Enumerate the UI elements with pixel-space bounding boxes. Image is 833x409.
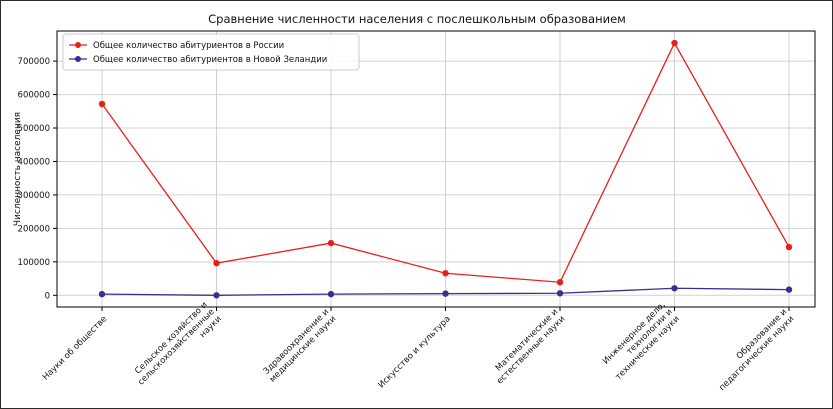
legend-label: Общее количество абитуриентов в России — [93, 41, 284, 51]
y-tick-label: 600000 — [18, 91, 50, 101]
x-tick-label: Искусство и культура — [376, 314, 452, 390]
y-axis-ticks: 0 100000 200000 300000 400000 500000 600000 700… — [18, 57, 57, 301]
data-point — [442, 290, 449, 297]
y-tick-label: 0 — [45, 291, 50, 301]
x-tick-label-line: Искусство и культура — [376, 314, 452, 390]
data-point — [327, 239, 335, 247]
legend-swatch-marker — [75, 56, 81, 62]
y-tick-label: 300000 — [18, 191, 50, 201]
data-point — [671, 39, 678, 47]
data-point — [671, 285, 678, 292]
data-point — [213, 292, 220, 299]
data-point — [327, 290, 335, 298]
plot-area — [56, 30, 816, 308]
y-tick-label: 200000 — [18, 224, 50, 234]
data-point — [785, 243, 793, 251]
x-tick-label: Инженерное дело,технологии итехнические … — [601, 300, 682, 382]
y-axis-label: Численность населения — [13, 112, 23, 226]
legend-box — [62, 33, 360, 71]
x-tick-label: Сельское хозяйство исельскохозяйственные… — [133, 300, 224, 387]
data-point — [98, 100, 106, 108]
legend: Общее количество абитуриентов в России Об… — [62, 33, 360, 71]
x-tick-label-line: медицинские науки — [268, 314, 338, 384]
data-point — [556, 279, 564, 286]
series-layer — [98, 39, 793, 299]
x-tick-label-line: педагогические науки — [717, 314, 796, 393]
x-tick-label-line: естественные науки — [495, 314, 567, 386]
data-point — [556, 290, 564, 297]
chart-title: Сравнение численности населения с послеш… — [208, 12, 626, 26]
x-tick-label: Науки об обществе — [41, 314, 109, 382]
grid — [57, 31, 815, 307]
x-tick-label-line: сельскохозяйственные — [136, 307, 216, 387]
x-axis-ticks: Науки об обществе Сельское хозяйство исел… — [41, 300, 796, 393]
y-tick-label: 400000 — [18, 157, 50, 167]
legend-label: Общее количество абитуриентов в Новой Зе… — [93, 55, 327, 65]
x-tick-label-line: Науки об обществе — [41, 314, 109, 382]
x-tick-label-line: Сельское хозяйство и — [133, 300, 209, 376]
y-tick-label: 500000 — [18, 124, 50, 134]
data-point — [213, 259, 220, 267]
data-point — [98, 290, 106, 298]
x-tick-label-line: Математические и — [494, 307, 560, 373]
data-point — [785, 286, 793, 293]
legend-swatch-marker — [75, 42, 81, 48]
y-tick-label: 700000 — [18, 57, 50, 67]
x-tick-label-line: Здравоохранение и — [262, 307, 332, 377]
data-point — [442, 270, 449, 277]
y-tick-label: 100000 — [18, 258, 50, 268]
